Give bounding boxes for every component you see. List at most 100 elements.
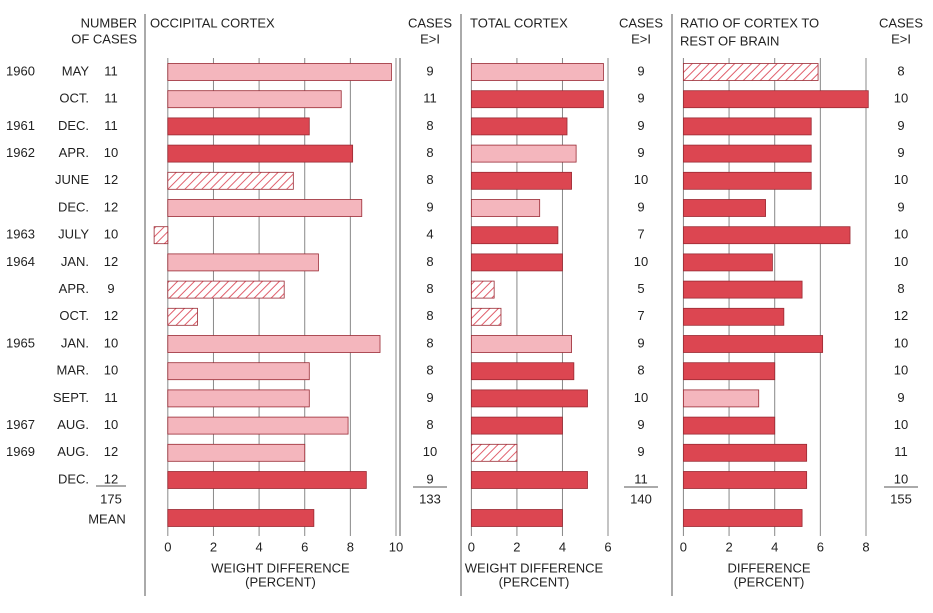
panel-title: OCCIPITAL CORTEX <box>150 15 275 30</box>
bar <box>683 63 819 81</box>
cases-count: 9 <box>426 471 433 486</box>
month-label: OCT. <box>59 308 89 323</box>
x-tick-label: 4 <box>255 539 262 554</box>
month-label: AUG. <box>57 417 89 432</box>
bar <box>470 226 559 245</box>
cases-count: 8 <box>897 63 904 78</box>
cases-header: CASES <box>408 15 452 30</box>
bar <box>167 389 310 408</box>
bar <box>167 416 349 435</box>
bar <box>683 117 812 136</box>
total: 175 <box>100 491 122 506</box>
bar <box>683 362 776 381</box>
month-label: APR. <box>59 145 89 160</box>
case-count: 11 <box>104 91 118 106</box>
case-count: 12 <box>104 172 118 187</box>
x-axis-label: DIFFERENCE <box>727 560 810 575</box>
cases-count: 9 <box>637 91 644 106</box>
bar <box>167 307 198 326</box>
bar <box>470 144 577 163</box>
bar <box>470 471 588 489</box>
case-count: 12 <box>104 308 118 323</box>
month-label: AUG. <box>57 444 89 459</box>
cases-count: 11 <box>894 444 908 459</box>
cases-header: CASES <box>619 15 663 30</box>
month-label: JAN. <box>61 254 89 269</box>
cases-header: E>I <box>420 31 440 46</box>
bar <box>683 144 812 163</box>
cases-count: 9 <box>637 444 644 459</box>
x-axis-label: WEIGHT DIFFERENCE <box>211 560 350 575</box>
bar <box>167 471 367 489</box>
bar <box>167 362 310 381</box>
cases-count: 12 <box>894 308 908 323</box>
cases-count: 8 <box>426 363 433 378</box>
cases-count: 8 <box>426 145 433 160</box>
cases-count: 10 <box>894 91 908 106</box>
bar <box>683 171 812 190</box>
bar <box>470 199 541 217</box>
cases-count: 9 <box>426 199 433 214</box>
x-axis-label: (PERCENT) <box>734 574 805 589</box>
month-label: MAY <box>62 63 90 78</box>
bar <box>470 335 572 353</box>
bar <box>683 280 803 299</box>
cases-count: 9 <box>637 145 644 160</box>
month-label: SEPT. <box>53 390 89 405</box>
bar <box>470 307 502 326</box>
cases-count: 9 <box>426 63 433 78</box>
cases-count: 8 <box>426 335 433 350</box>
cases-count: 7 <box>637 227 644 242</box>
cases-count: 10 <box>894 471 908 486</box>
x-tick-label: 4 <box>771 539 778 554</box>
year-label: 1969 <box>6 444 35 459</box>
panel-title: RATIO OF CORTEX TO <box>680 15 819 30</box>
bar <box>167 199 363 217</box>
bar <box>167 280 285 299</box>
year-label: 1964 <box>6 254 35 269</box>
bar <box>167 90 342 109</box>
cases-count: 11 <box>423 91 437 106</box>
cases-count: 9 <box>637 199 644 214</box>
cases-count: 8 <box>897 281 904 296</box>
case-count: 12 <box>104 199 118 214</box>
x-tick-label: 0 <box>468 539 475 554</box>
cases-count: 10 <box>894 227 908 242</box>
x-tick-label: 8 <box>862 539 869 554</box>
bar <box>167 509 315 527</box>
bar <box>470 90 604 109</box>
row-header: OF CASES <box>71 31 137 46</box>
bar <box>470 171 572 190</box>
x-tick-label: 0 <box>680 539 687 554</box>
cases-count: 9 <box>897 199 904 214</box>
bar <box>167 443 306 462</box>
case-count: 10 <box>104 227 118 242</box>
x-tick-label: 2 <box>513 539 520 554</box>
bar <box>167 63 392 81</box>
cases-count: 10 <box>634 390 648 405</box>
month-label: JAN. <box>61 335 89 350</box>
x-tick-label: 6 <box>604 539 611 554</box>
cases-count: 10 <box>894 417 908 432</box>
cases-count: 9 <box>637 118 644 133</box>
cases-count: 9 <box>897 145 904 160</box>
bar <box>683 443 808 462</box>
month-label: OCT. <box>59 91 89 106</box>
bar <box>470 389 588 408</box>
cases-header: E>I <box>891 31 911 46</box>
cases-count: 8 <box>426 281 433 296</box>
x-tick-label: 10 <box>389 539 403 554</box>
bar <box>470 416 563 435</box>
bar <box>683 226 851 245</box>
case-count: 11 <box>104 63 118 78</box>
cases-header: CASES <box>879 15 923 30</box>
month-label: DEC. <box>58 199 89 214</box>
month-label: JUNE <box>55 172 89 187</box>
month-label: MAR. <box>57 363 90 378</box>
case-count: 11 <box>104 390 118 405</box>
cases-count: 9 <box>897 118 904 133</box>
cases-count: 9 <box>897 390 904 405</box>
x-tick-label: 6 <box>817 539 824 554</box>
cases-count: 7 <box>637 308 644 323</box>
case-count: 10 <box>104 417 118 432</box>
